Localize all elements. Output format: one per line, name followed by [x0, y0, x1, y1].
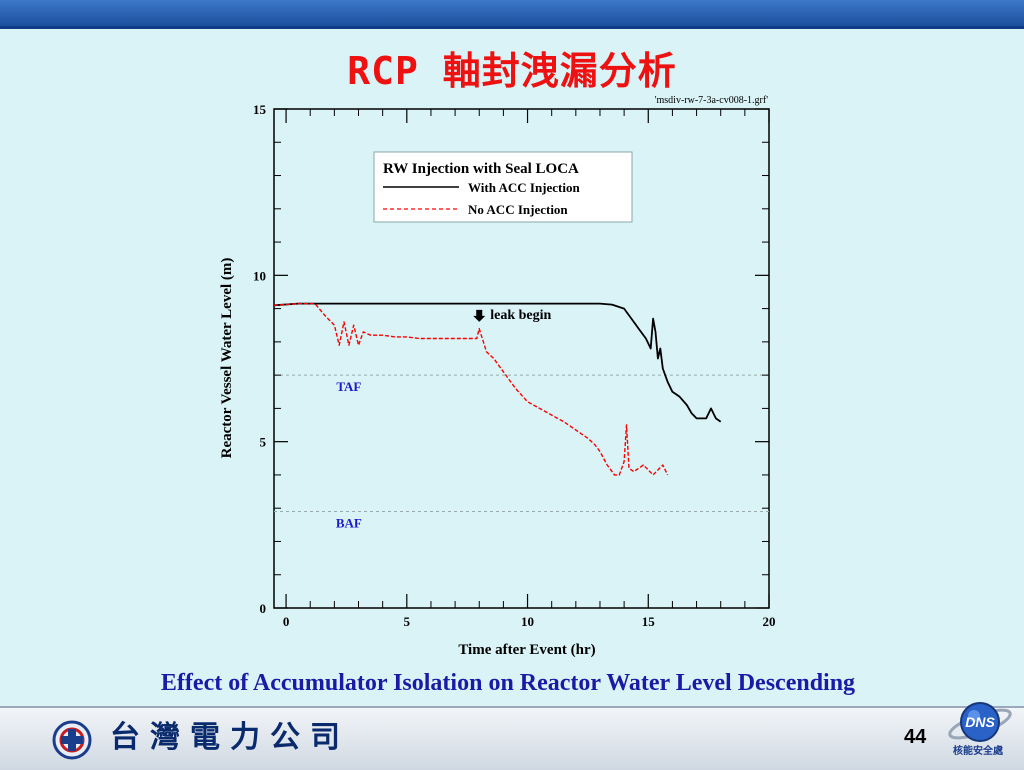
x-tick-label: 20 [763, 614, 776, 629]
dns-motto: 核能安全處 [953, 746, 1003, 757]
series-layer [273, 302, 722, 476]
page-number: 44 [904, 726, 927, 748]
plot-area [273, 108, 770, 609]
legend: RW Injection with Seal LOCA With ACC Inj… [373, 151, 633, 223]
legend-entry-no-acc: No ACC Injection [468, 202, 568, 217]
y-axis-label: Reactor Vessel Water Level (m) [219, 258, 235, 459]
reference-lines: TAF BAF [274, 374, 769, 531]
file-label: 'msdiv-rw-7-3a-cv008-1.grf' [655, 95, 768, 106]
x-tick-label: 0 [283, 614, 290, 629]
taipower-logo-icon [52, 720, 92, 760]
line-chart: 'msdiv-rw-7-3a-cv008-1.grf' TAF BAF 0 5 10 1… [219, 95, 776, 658]
legend-title: RW Injection with Seal LOCA [383, 161, 579, 177]
y-tick-label: 0 [260, 601, 267, 616]
company-name: 台灣電力公司 [110, 720, 350, 755]
series-line-no-acc [273, 302, 669, 476]
y-tick-label: 5 [260, 435, 267, 450]
y-tick-label: 10 [253, 268, 266, 283]
series-line-with-acc [273, 302, 722, 423]
reference-label-baf: BAF [336, 516, 362, 531]
dns-logo-text: DNS [965, 714, 995, 730]
x-tick-label: 10 [521, 614, 534, 629]
down-arrow-icon [473, 309, 486, 322]
annotation-text: leak begin [490, 308, 551, 323]
axis-ticks: 0 5 10 15 20 0 5 10 15 [253, 102, 776, 629]
chart: 'msdiv-rw-7-3a-cv008-1.grf' TAF BAF 0 5 10 1… [200, 88, 800, 668]
slide-caption: Effect of Accumulator Isolation on React… [160, 670, 856, 696]
dns-logo-icon: DNS [948, 702, 1012, 742]
y-tick-label: 15 [253, 102, 267, 117]
slide-title: RCP 軸封洩漏分析 [347, 49, 677, 93]
x-axis-label: Time after Event (hr) [458, 642, 595, 658]
top-banner [0, 0, 1024, 29]
annotation-leak-begin: leak begin [473, 308, 552, 323]
x-tick-label: 5 [404, 614, 411, 629]
reference-label-taf: TAF [336, 379, 361, 394]
footer-bar: 台灣電力公司 44 DNS 核能安全處 [0, 702, 1024, 770]
legend-entry-with-acc: With ACC Injection [468, 180, 580, 195]
x-tick-label: 15 [642, 614, 656, 629]
